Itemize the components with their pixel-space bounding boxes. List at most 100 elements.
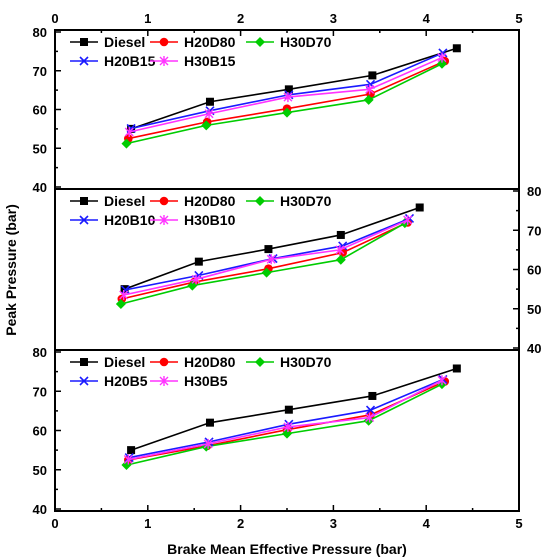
legend-marker-H20D80 xyxy=(159,357,169,367)
legend-marker-H30D70 xyxy=(255,196,265,206)
data-point-H30D70 xyxy=(261,267,272,278)
data-point-Diesel xyxy=(264,245,273,254)
series-H30D70 xyxy=(115,218,410,310)
legend-marker-H30B5 xyxy=(159,376,169,386)
x-tick-label-top: 3 xyxy=(330,11,337,26)
data-point-Diesel xyxy=(452,364,461,373)
data-point-Diesel xyxy=(205,418,214,427)
legend-marker-H20D80 xyxy=(159,37,169,47)
y-tick-label: 40 xyxy=(33,180,47,195)
data-point-H30B15 xyxy=(204,108,214,119)
plot-frame xyxy=(54,29,520,512)
y-tick-label: 70 xyxy=(33,384,47,399)
legend-marker-Diesel xyxy=(80,358,88,366)
legend-label-H30D70: H30D70 xyxy=(280,34,332,50)
y-tick-label: 50 xyxy=(527,302,541,317)
x-tick-label-top: 0 xyxy=(51,11,58,26)
data-point-H30D70 xyxy=(121,138,132,149)
data-point-H20B10 xyxy=(120,285,131,295)
x-axis-title: Brake Mean Effective Pressure (bar) xyxy=(167,541,407,557)
y-tick-label: 60 xyxy=(33,103,47,118)
legend-label-H30D70: H30D70 xyxy=(280,193,332,209)
data-point-H30D70 xyxy=(201,120,212,131)
data-point-Diesel xyxy=(368,391,377,400)
data-point-H20B5 xyxy=(365,405,376,415)
y-tick-label: 50 xyxy=(33,463,47,478)
legend-label-H30B5: H30B5 xyxy=(184,373,228,389)
panel-1: 40 50 60 70 80 Diesel H20D80 H30D70 H20B15 H30B15 xyxy=(33,25,461,195)
series-H20D80 xyxy=(124,56,450,143)
legend-label-H20D80: H20D80 xyxy=(184,354,236,370)
legend-marker-H30D70 xyxy=(255,37,265,47)
y-tick-label: 40 xyxy=(33,502,47,517)
series-line-H20B10 xyxy=(125,217,410,291)
data-point-H30D70 xyxy=(282,107,292,118)
x-tick-label-top: 5 xyxy=(515,11,522,26)
data-point-H30B5 xyxy=(437,375,447,386)
x-tick-label-bottom: 5 xyxy=(515,516,522,531)
panel-2: 40 50 60 70 80 Diesel H20D80 H30D70 H20B10 H30B10 xyxy=(70,184,541,356)
series-Diesel xyxy=(120,203,424,294)
series-Diesel xyxy=(127,364,461,455)
series-H30B5 xyxy=(123,375,447,465)
series-H20B15 xyxy=(126,48,448,134)
data-point-H30B5 xyxy=(203,438,213,449)
data-point-H30D70 xyxy=(335,254,346,265)
series-H20B5 xyxy=(124,374,448,463)
series-line-Diesel xyxy=(130,367,458,451)
x-tick-label-bottom: 1 xyxy=(144,516,151,531)
data-point-H30B15 xyxy=(365,84,375,95)
legend-marker-H30B15 xyxy=(159,56,169,66)
data-point-Diesel xyxy=(194,257,203,266)
data-point-Diesel xyxy=(205,97,214,106)
data-point-H30B15 xyxy=(283,92,293,103)
x-tick-label-bottom: 0 xyxy=(51,516,58,531)
data-point-H30B10 xyxy=(266,254,276,265)
data-point-H30B5 xyxy=(123,454,133,465)
legend-label-H30B10: H30B10 xyxy=(184,212,236,228)
data-point-H30B15 xyxy=(437,52,447,63)
y-tick-label: 80 xyxy=(33,25,47,40)
legend-marker-H20B15 xyxy=(79,56,89,66)
series-line-H30B10 xyxy=(123,219,408,296)
series-line-H30D70 xyxy=(120,222,406,305)
y-tick-label: 50 xyxy=(33,141,47,156)
data-point-H30B5 xyxy=(365,412,375,423)
legend-marker-H20B5 xyxy=(79,376,89,386)
series-line-H20B5 xyxy=(129,378,444,459)
chart-frame: 0 0 1 1 2 2 3 3 4 4 5 5 xyxy=(51,11,522,531)
data-point-H30B10 xyxy=(335,244,345,255)
data-point-H30B10 xyxy=(191,274,201,285)
legend-marker-H20B10 xyxy=(79,215,89,225)
y-axis-title: Peak Pressure (bar) xyxy=(3,204,19,336)
legend-marker-Diesel xyxy=(80,197,88,205)
chart-panels: 40 50 60 70 80 Diesel H20D80 H30D70 H20B15 H30B15… xyxy=(33,25,542,517)
legend-marker-H20D80 xyxy=(159,196,169,206)
x-tick-label-bottom: 4 xyxy=(423,516,431,531)
series-H30B15 xyxy=(124,52,447,137)
data-point-H30D70 xyxy=(436,58,447,69)
legend-label-H30B15: H30B15 xyxy=(184,53,236,69)
series-H20B10 xyxy=(120,213,415,295)
data-point-H20B5 xyxy=(124,453,134,463)
y-tick-label: 60 xyxy=(527,263,541,278)
data-point-Diesel xyxy=(284,405,293,414)
legend-panel-3: Diesel H20D80 H30D70 H20B5 H30B5 xyxy=(70,354,332,389)
series-Diesel xyxy=(127,44,461,133)
y-tick-label: 80 xyxy=(33,345,47,360)
data-point-Diesel xyxy=(415,203,424,212)
legend-marker-Diesel xyxy=(80,38,88,46)
x-tick-label-top: 2 xyxy=(237,11,244,26)
x-tick-label-top: 1 xyxy=(144,11,151,26)
x-tick-label-bottom: 2 xyxy=(237,516,244,531)
legend-label-H20B15: H20B15 xyxy=(104,53,156,69)
legend-label-H20B10: H20B10 xyxy=(104,212,156,228)
data-point-H30B5 xyxy=(283,421,293,432)
series-line-H30D70 xyxy=(126,63,443,145)
y-tick-label: 40 xyxy=(527,341,541,356)
legend-label-H20D80: H20D80 xyxy=(184,34,236,50)
y-tick-label: 70 xyxy=(33,64,47,79)
panel-3: 40 50 60 70 80 Diesel H20D80 H30D70 H20B5 H30B5 xyxy=(33,345,461,517)
legend-panel-1: Diesel H20D80 H30D70 H20B15 H30B15 xyxy=(70,34,332,69)
data-point-H30D70 xyxy=(363,94,374,105)
